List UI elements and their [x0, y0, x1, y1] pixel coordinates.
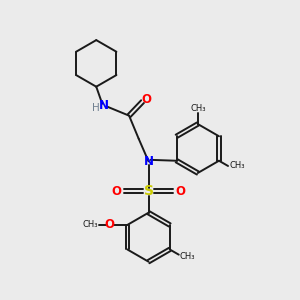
Text: H: H: [92, 103, 100, 112]
Text: CH₃: CH₃: [230, 161, 245, 170]
Text: S: S: [143, 184, 154, 198]
Text: O: O: [141, 93, 151, 106]
Text: N: N: [143, 155, 154, 168]
Text: CH₃: CH₃: [180, 252, 196, 261]
Text: O: O: [105, 218, 115, 232]
Text: O: O: [176, 185, 186, 198]
Text: O: O: [111, 185, 121, 198]
Text: CH₃: CH₃: [83, 220, 98, 230]
Text: N: N: [99, 99, 109, 112]
Text: CH₃: CH₃: [190, 104, 206, 113]
